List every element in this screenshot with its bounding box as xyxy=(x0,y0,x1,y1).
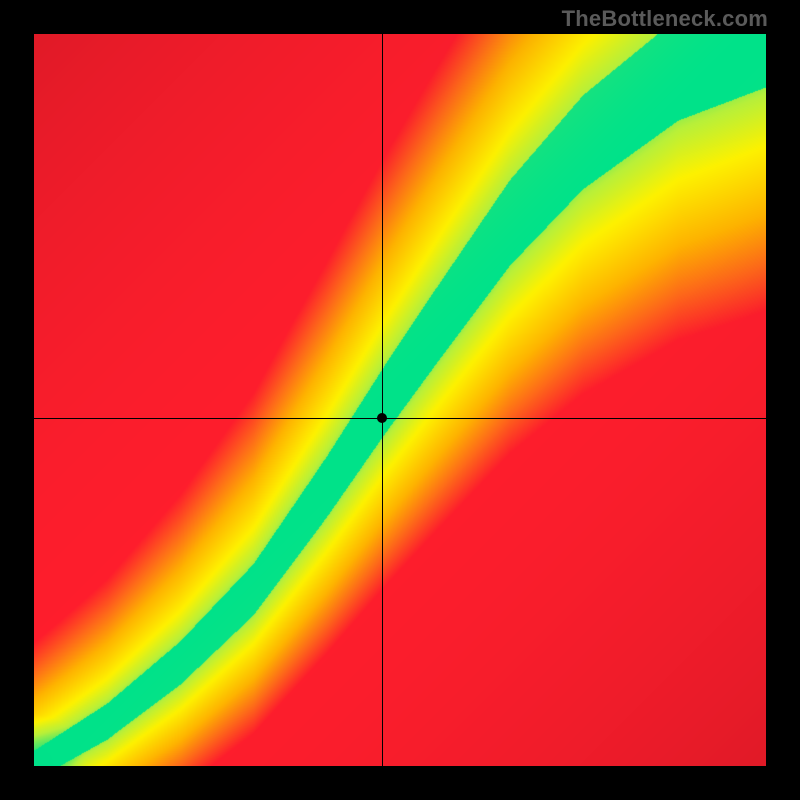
crosshair-vertical xyxy=(382,34,383,766)
watermark-text: TheBottleneck.com xyxy=(562,6,768,32)
heatmap-plot xyxy=(34,34,766,766)
heatmap-canvas xyxy=(34,34,766,766)
crosshair-horizontal xyxy=(34,418,766,419)
marker-dot xyxy=(377,413,387,423)
